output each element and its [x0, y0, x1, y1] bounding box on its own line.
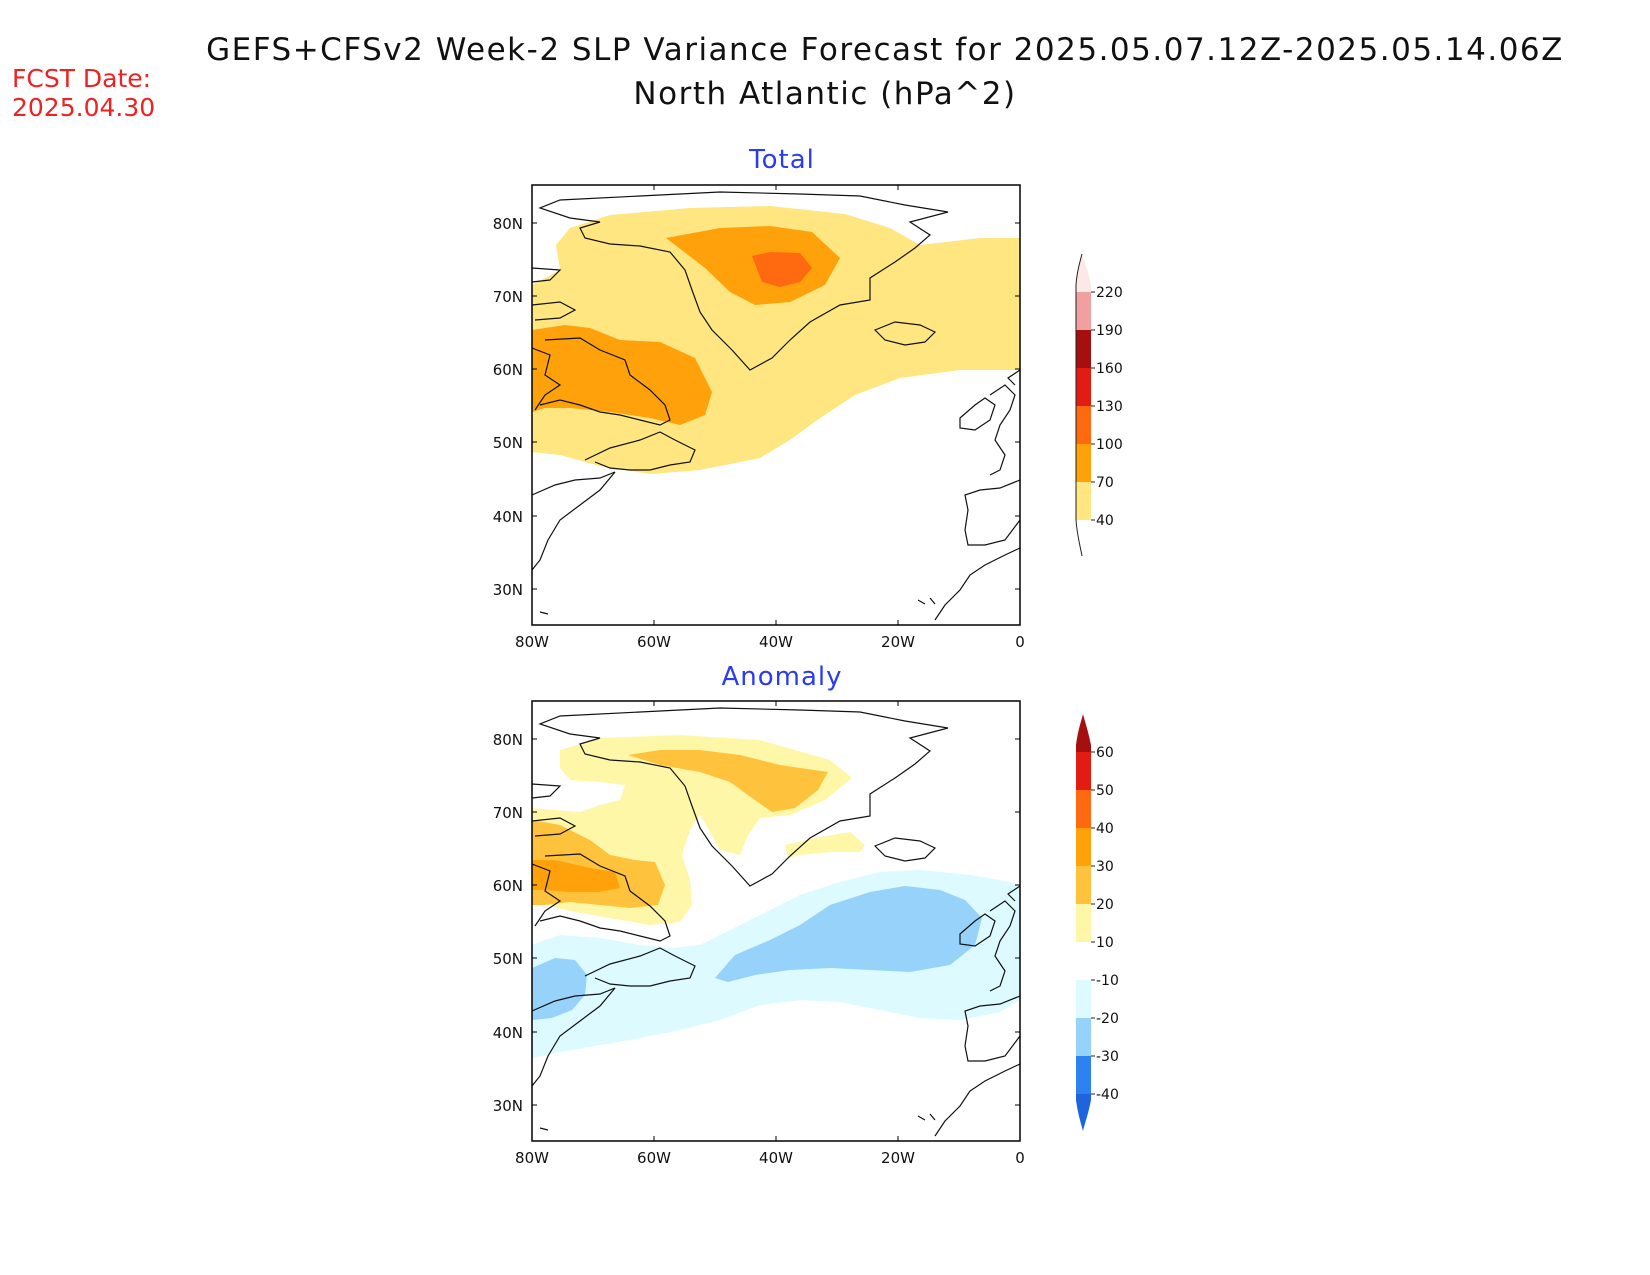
- colorbar-swatch: [1076, 330, 1091, 368]
- colorbar-label: 70: [1096, 475, 1114, 491]
- total-contour-70-greenland: [666, 226, 840, 305]
- lat-label: 70N: [493, 288, 523, 306]
- colorbar-label: 220: [1096, 285, 1123, 301]
- colorbar-label: 40: [1096, 513, 1114, 529]
- colorbar-swatch: [1076, 828, 1091, 866]
- chart-subtitle: North Atlantic (hPa^2): [633, 76, 1017, 112]
- colorbar-swatch: [1076, 444, 1091, 482]
- colorbar-label: 160: [1096, 361, 1123, 377]
- colorbar-label: 30: [1096, 859, 1114, 875]
- total-lat-labels: 80N 70N 60N 50N 40N 30N: [493, 215, 523, 599]
- lat-label: 30N: [493, 581, 523, 599]
- colorbar-label: -20: [1096, 1011, 1119, 1027]
- colorbar-label: -30: [1096, 1049, 1119, 1065]
- colorbar-label: 190: [1096, 323, 1123, 339]
- colorbar-swatch: [1076, 980, 1091, 1018]
- anomaly-lat-ticks: [532, 701, 1020, 1141]
- total-map: 80N 70N 60N 50N 40N 30N 80W 60W 40W 20W …: [493, 184, 1025, 651]
- chart-title: GEFS+CFSv2 Week-2 SLP Variance Forecast …: [206, 32, 1564, 68]
- forecast-date-label: FCST Date:: [12, 64, 152, 93]
- colorbar-swatch: [1076, 368, 1091, 406]
- colorbar-label: -10: [1096, 973, 1119, 989]
- lon-label: 40W: [759, 633, 793, 651]
- anomaly-contour-10-small: [785, 832, 865, 858]
- colorbar-swatch: [1076, 254, 1091, 292]
- lon-label: 60W: [637, 633, 671, 651]
- lat-label: 80N: [493, 731, 523, 749]
- colorbar-label: 20: [1096, 897, 1114, 913]
- colorbar-swatch: [1076, 1056, 1091, 1094]
- colorbar-label: 40: [1096, 821, 1114, 837]
- total-coastlines: [532, 191, 1020, 621]
- colorbar-swatch: [1076, 1018, 1091, 1056]
- anomaly-colorbar-labels: 60 50 40 30 20 10 -10 -20 -30 -40: [1096, 745, 1119, 1103]
- total-contour-100: [752, 252, 812, 287]
- anomaly-shading: [532, 735, 1020, 1058]
- lat-label: 40N: [493, 508, 523, 526]
- lon-label: 0: [1015, 633, 1025, 651]
- colorbar-swatch: [1076, 790, 1091, 828]
- total-shading: [532, 206, 1020, 474]
- colorbar-swatch: [1076, 1094, 1091, 1131]
- total-colorbar: 220 190 160 130 100 70 40: [1075, 253, 1123, 557]
- lon-label: 20W: [881, 1149, 915, 1167]
- colorbar-label: 50: [1096, 783, 1114, 799]
- panel-title-anomaly: Anomaly: [721, 662, 843, 692]
- colorbar-swatch: [1076, 482, 1091, 520]
- colorbar-label: 10: [1096, 935, 1114, 951]
- anomaly-contour-20-greenland: [628, 750, 828, 812]
- lat-label: 30N: [493, 1097, 523, 1115]
- lat-label: 70N: [493, 804, 523, 822]
- lat-label: 60N: [493, 877, 523, 895]
- total-lat-ticks: [532, 185, 1020, 625]
- colorbar-swatch: [1076, 752, 1091, 790]
- lon-label: 80W: [515, 633, 549, 651]
- anomaly-coastlines: [532, 707, 1020, 1137]
- forecast-date-value: 2025.04.30: [12, 93, 156, 122]
- anomaly-lon-labels: 80W 60W 40W 20W 0: [515, 1149, 1025, 1167]
- lon-label: 40W: [759, 1149, 793, 1167]
- colorbar-swatch: [1076, 714, 1091, 752]
- lat-label: 40N: [493, 1024, 523, 1042]
- colorbar-label: 130: [1096, 399, 1123, 415]
- lon-label: 60W: [637, 1149, 671, 1167]
- anomaly-contour-neg20-east: [715, 886, 982, 982]
- colorbar-swatch: [1076, 866, 1091, 904]
- anomaly-lat-labels: 80N 70N 60N 50N 40N 30N: [493, 731, 523, 1115]
- colorbar-label: -40: [1096, 1087, 1119, 1103]
- lon-label: 80W: [515, 1149, 549, 1167]
- colorbar-swatch: [1076, 406, 1091, 444]
- colorbar-label: 60: [1096, 745, 1114, 761]
- lat-label: 50N: [493, 434, 523, 452]
- colorbar-swatch: [1076, 942, 1091, 980]
- panel-title-total: Total: [749, 145, 815, 175]
- colorbar-swatch: [1076, 292, 1091, 330]
- lon-label: 20W: [881, 633, 915, 651]
- lon-label: 0: [1015, 1149, 1025, 1167]
- total-lon-labels: 80W 60W 40W 20W 0: [515, 633, 1025, 651]
- colorbar-swatch: [1076, 904, 1091, 942]
- lat-label: 50N: [493, 950, 523, 968]
- lat-label: 60N: [493, 361, 523, 379]
- anomaly-colorbar: 60 50 40 30 20 10 -10 -20 -30 -40: [1076, 714, 1119, 1131]
- colorbar-label: 100: [1096, 437, 1123, 453]
- total-contour-70-west: [532, 325, 712, 425]
- anomaly-map: 80N 70N 60N 50N 40N 30N 80W 60W 40W 20W …: [493, 700, 1025, 1167]
- total-colorbar-labels: 220 190 160 130 100 70 40: [1096, 285, 1123, 529]
- lat-label: 80N: [493, 215, 523, 233]
- anomaly-contour-30: [532, 860, 620, 892]
